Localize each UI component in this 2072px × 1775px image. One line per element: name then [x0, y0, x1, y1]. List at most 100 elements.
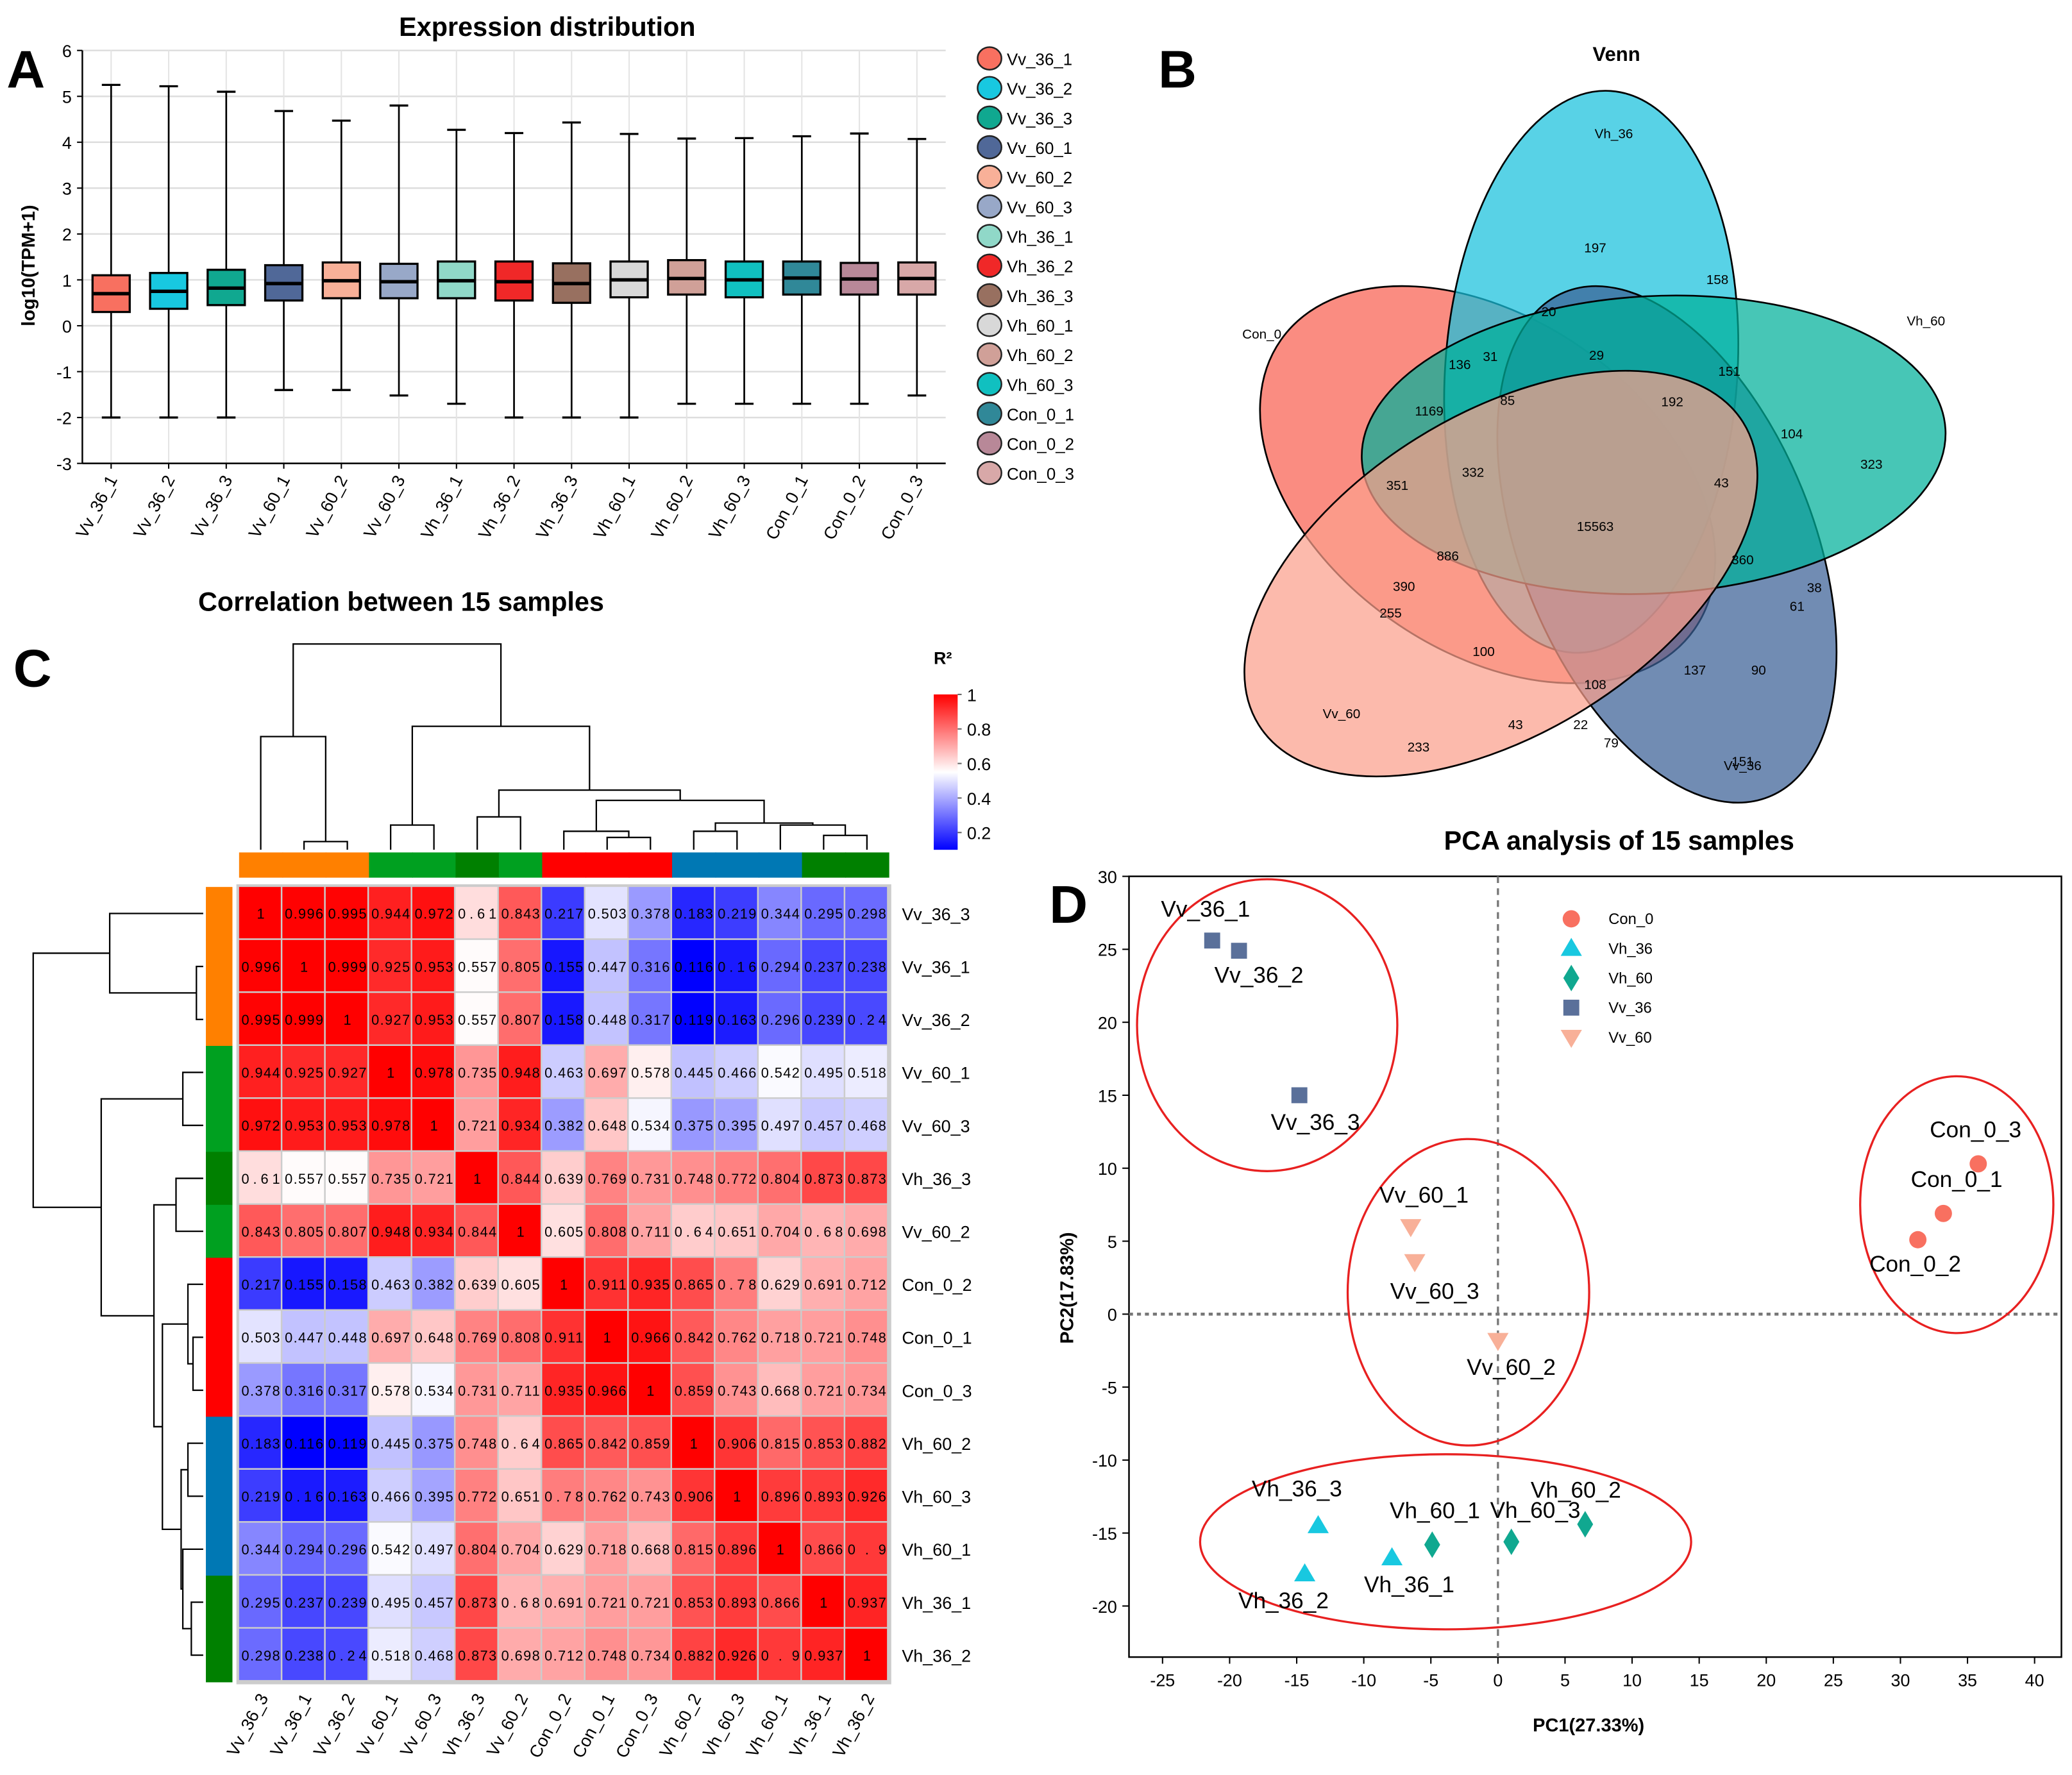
heatmap-cell-fill [455, 1098, 498, 1150]
heatmap-cell: 0.934 [498, 1098, 541, 1150]
heatmap-cell: 0.217 [239, 1258, 281, 1309]
heatmap-cell: 1 [369, 1046, 411, 1098]
heatmap-cell-fill [542, 1204, 584, 1256]
box-Vv_36_2 [149, 85, 189, 419]
y-tick-label: -3 [56, 455, 72, 474]
heatmap-cell-fill [759, 887, 801, 939]
heatmap-cell-value: 0.953 [415, 959, 453, 975]
heatmap-cell: 0.843 [239, 1204, 281, 1256]
heatmap-cell: 0.882 [845, 1417, 888, 1468]
heatmap-cell-value: 0.651 [501, 1489, 540, 1505]
heatmap-cell: 0.295 [239, 1576, 281, 1628]
heatmap-cell: 0.927 [325, 1046, 367, 1098]
heatmap-cell-value: 0.296 [328, 1542, 367, 1558]
heatmap-cell: 0.534 [628, 1098, 671, 1150]
heatmap-cell: 0.158 [542, 993, 584, 1045]
heatmap-cell: 0.948 [498, 1046, 541, 1098]
heatmap-cell: 0.61 [239, 1152, 281, 1204]
heatmap-cell-value: 0.542 [761, 1065, 800, 1081]
heatmap-cell-value: 0.375 [675, 1118, 713, 1134]
heatmap-cell-value: 0.9 [848, 1542, 886, 1558]
heatmap-cell: 0.999 [325, 939, 367, 991]
heatmap-cell-value: 0.64 [501, 1436, 540, 1452]
heatmap-cell-value: 0.769 [458, 1330, 496, 1346]
heatmap-cell-value: 0.316 [285, 1383, 323, 1399]
heatmap-cell: 0.866 [759, 1576, 801, 1628]
heatmap-cell-fill [412, 1046, 454, 1098]
heatmap-cell: 0.64 [672, 1204, 714, 1256]
heatmap-cell-fill [585, 1046, 628, 1098]
x-tick-label: 15 [1690, 1671, 1709, 1690]
heatmap-cell-fill [628, 1363, 671, 1415]
legend-label: Vh_36_3 [1007, 288, 1074, 306]
heatmap-cell: 0.743 [628, 1469, 671, 1522]
heatmap-cell: 0.704 [759, 1204, 801, 1256]
heatmap-cell: 0.972 [239, 1098, 281, 1150]
heatmap-cell: 0.68 [802, 1204, 844, 1256]
legend-swatch [977, 46, 1002, 71]
venn-region-count: 360 [1731, 553, 1754, 568]
heatmap-cell: 0.648 [585, 1098, 628, 1150]
heatmap-cell-fill [759, 1258, 801, 1309]
heatmap-cell: 0.859 [628, 1417, 671, 1468]
heatmap-cell: 0.807 [498, 993, 541, 1045]
heatmap-cell-value: 0.808 [588, 1224, 627, 1240]
heatmap-cell-value: 0.295 [242, 1595, 280, 1611]
y-tick-label: -15 [1092, 1524, 1117, 1544]
heatmap-cell-value: 0.605 [544, 1224, 583, 1240]
heatmap-cell-value: 0.64 [675, 1224, 713, 1240]
left-group-bar-segment [206, 1417, 233, 1470]
heatmap-cell-value: 0.344 [242, 1542, 280, 1558]
heatmap-cell-fill [239, 1098, 281, 1150]
heatmap-cell-value: 0.721 [804, 1383, 843, 1399]
heatmap-cell-fill [542, 1417, 584, 1468]
top-group-bar-segment [455, 852, 500, 878]
plot-border [1128, 875, 2062, 1658]
heatmap-cell-fill [412, 1363, 454, 1415]
dendrogram-branch [175, 1177, 203, 1232]
heatmap-cell: 0.712 [845, 1258, 888, 1309]
pca-point-label: Vv_36_3 [1271, 1110, 1360, 1135]
heatmap-cell-fill [672, 1363, 714, 1415]
pca-point-marker [1231, 943, 1247, 959]
heatmap-cell-fill [759, 1098, 801, 1150]
heatmap-column-label: Vh_36_2 [829, 1690, 879, 1760]
boxplot-x-ticks: Vv_36_1 Vv_36_2 Vv_36_3 Vv_60_1 Vv_60_2 Vv_60… [72, 463, 927, 543]
heatmap-cell-fill [759, 1628, 801, 1680]
heatmap-panel: Correlation between 15 samples 1 0.996 0.9… [32, 587, 991, 1761]
legend-tick-label: 0.6 [967, 755, 991, 774]
top-group-bar-segment [585, 852, 630, 878]
heatmap-cell: 0.518 [845, 1046, 888, 1098]
venn-region-count: 323 [1860, 457, 1883, 472]
heatmap-cell-fill [759, 1417, 801, 1468]
heatmap-cell-value: 0.712 [848, 1277, 886, 1293]
heatmap-cell-fill [628, 1204, 671, 1256]
legend-marker [1560, 938, 1582, 956]
heatmap-cell-value: 0.466 [371, 1489, 410, 1505]
x-tick-label: Vh_60_3 [705, 472, 754, 542]
heatmap-cell-fill [845, 887, 888, 939]
heatmap-cell: 0.844 [455, 1204, 498, 1256]
heatmap-cell-fill [542, 1363, 584, 1415]
heatmap-cell-value: 0.893 [804, 1489, 843, 1505]
heatmap-cell-fill [672, 939, 714, 991]
legend-label: Vv_60 [1608, 1029, 1651, 1047]
venn-region-count: 100 [1472, 644, 1495, 659]
heatmap-cell-value: 0.16 [285, 1489, 323, 1505]
heatmap-cell-fill [325, 1311, 367, 1363]
heatmap-cell: 1 [282, 939, 324, 991]
heatmap-cell-value: 0.503 [242, 1330, 280, 1346]
heatmap-cell-value: 0.842 [588, 1436, 627, 1452]
heatmap-cell-fill [498, 1152, 541, 1204]
heatmap-cell-value: 0.972 [415, 906, 453, 922]
heatmap-cell: 0.239 [802, 993, 844, 1045]
venn-region-count: 104 [1781, 426, 1803, 441]
pca-point-marker [1577, 1511, 1594, 1538]
heatmap-cell-fill [369, 1258, 411, 1309]
heatmap-cell-fill [369, 1046, 411, 1098]
y-tick-label: 0 [1108, 1306, 1117, 1325]
x-tick-label: 10 [1622, 1671, 1642, 1690]
heatmap-cell-value: 0.24 [328, 1647, 367, 1663]
heatmap-cell: 0.155 [542, 939, 584, 991]
heatmap-cell: 0.893 [802, 1469, 844, 1522]
